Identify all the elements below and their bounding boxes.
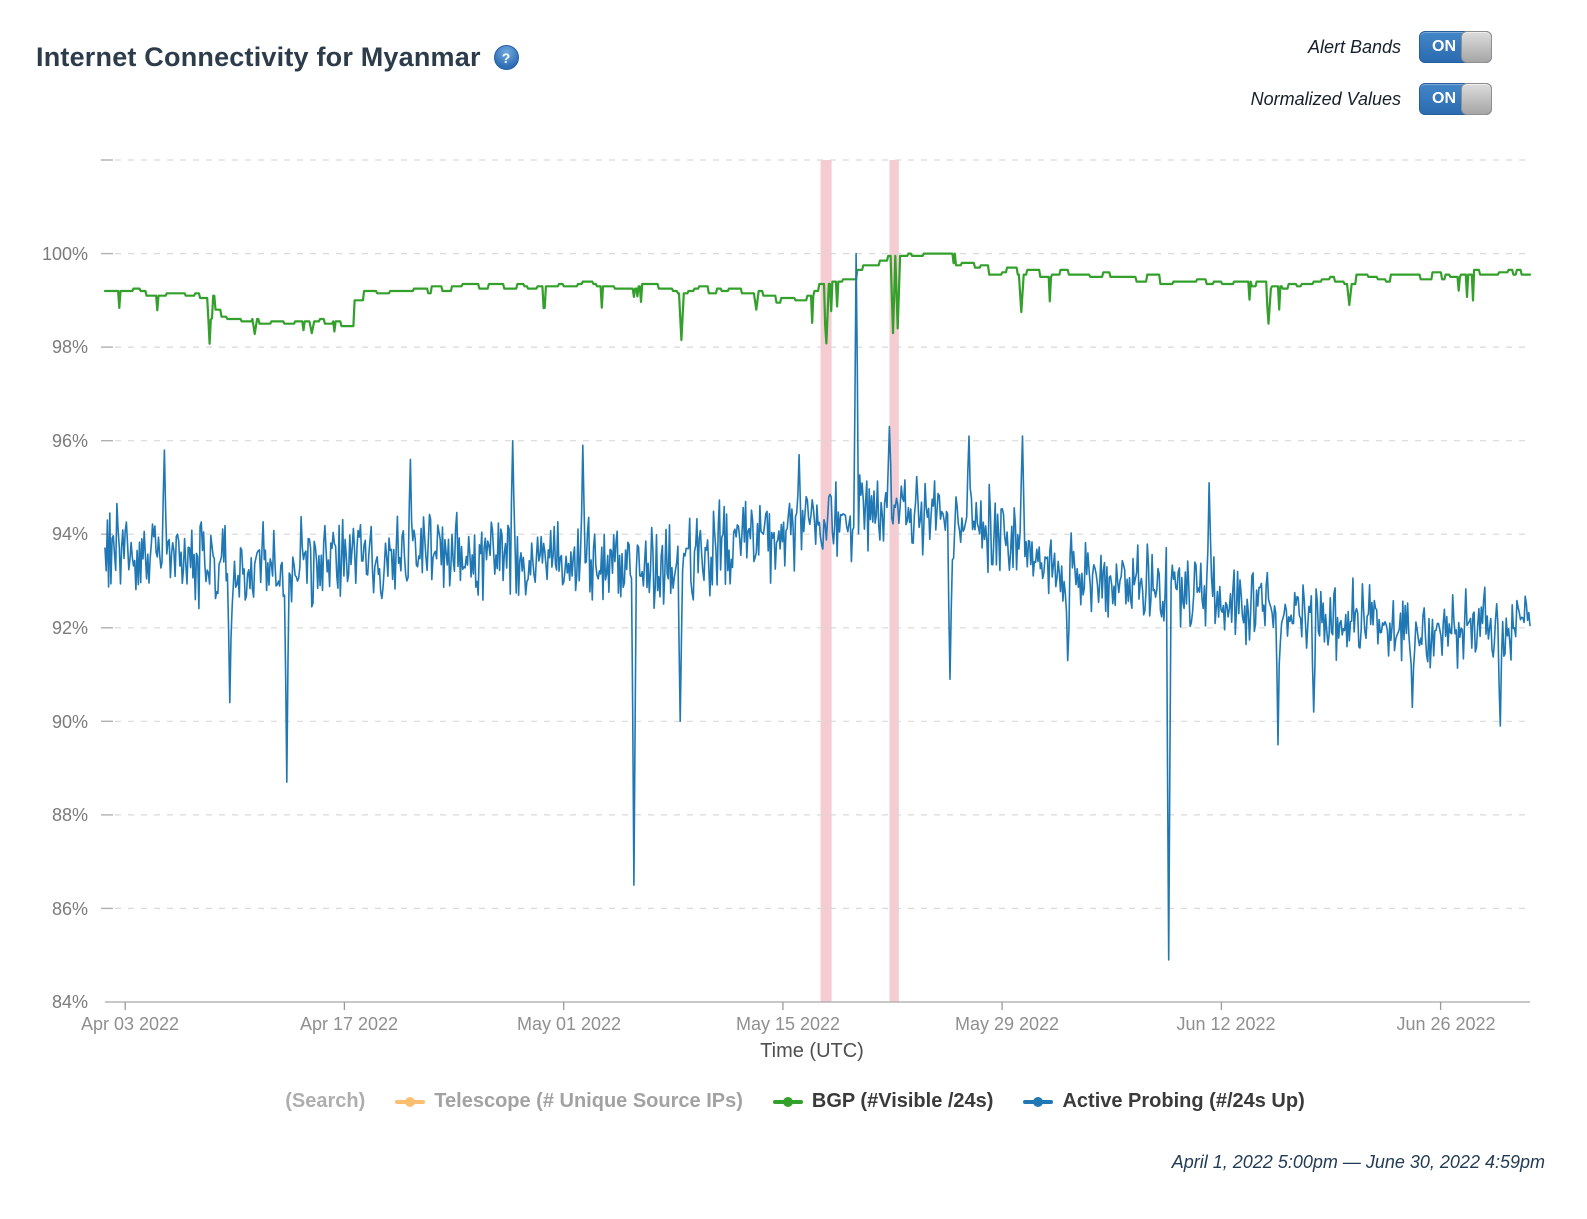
x-tick-label-may15: May 15 2022 xyxy=(735,1014,841,1034)
bgp-series-marker xyxy=(772,1096,803,1107)
legend-label-bgp: BGP (#Visible /24s) xyxy=(811,1090,994,1112)
legend-label-active-probing: Active Probing (#/24s Up) xyxy=(1062,1090,1305,1112)
y-tick-label-98: 98% xyxy=(51,337,88,357)
x-tick-label-jun26: Jun 26 2022 xyxy=(1396,1014,1496,1034)
legend-item-bgp[interactable]: BGP (#Visible /24s) xyxy=(772,1090,994,1113)
normalized-values-label: Normalized Values xyxy=(1250,88,1401,109)
y-tick-label-86: 86% xyxy=(51,899,88,919)
y-tick-label-100: 100% xyxy=(41,244,88,264)
alert-bands-toggle-knob[interactable] xyxy=(1461,31,1492,63)
y-tick-label-84: 84% xyxy=(51,992,88,1012)
page-title-text: Internet Connectivity for Myanmar xyxy=(36,42,481,72)
alert-bands-toggle[interactable]: ON xyxy=(1419,31,1492,63)
legend-search-link[interactable]: (Search) xyxy=(285,1090,366,1112)
normalized-values-toggle[interactable]: ON xyxy=(1419,83,1492,115)
legend-item-telescope[interactable]: Telescope (# Unique Source IPs) xyxy=(395,1090,743,1113)
active-probing-series-marker xyxy=(1023,1096,1054,1107)
chart-legend: (Search) Telescope (# Unique Source IPs)… xyxy=(80,1090,1510,1113)
y-tick-label-96: 96% xyxy=(51,431,88,451)
help-icon[interactable]: ? xyxy=(493,45,519,70)
normalized-values-toggle-knob[interactable] xyxy=(1461,83,1492,115)
x-tick-label-jun12: Jun 12 2022 xyxy=(1176,1014,1276,1034)
x-tick-label-apr03: Apr 03 2022 xyxy=(80,1014,180,1034)
alert-bands-control: Alert Bands ON xyxy=(1308,31,1492,63)
normalized-values-state: ON xyxy=(1432,90,1456,107)
x-axis-title: Time (UTC) xyxy=(760,1040,864,1062)
x-tick-label-may01: May 01 2022 xyxy=(516,1014,622,1034)
legend-item-active-probing[interactable]: Active Probing (#/24s Up) xyxy=(1023,1090,1305,1113)
y-tick-label-92: 92% xyxy=(51,618,88,638)
y-tick-label-94: 94% xyxy=(51,524,88,544)
x-tick-label-apr17: Apr 17 2022 xyxy=(299,1014,399,1034)
page-title: Internet Connectivity for Myanmar ? xyxy=(36,42,519,73)
legend-label-telescope: Telescope (# Unique Source IPs) xyxy=(434,1090,743,1112)
telescope-series-marker xyxy=(395,1096,426,1107)
alert-bands-label: Alert Bands xyxy=(1307,36,1401,57)
y-tick-label-88: 88% xyxy=(51,805,88,825)
alert-bands-group xyxy=(820,160,899,1002)
y-tick-label-90: 90% xyxy=(51,712,88,732)
date-range: April 1, 2022 5:00pm — June 30, 2022 4:5… xyxy=(1171,1152,1545,1172)
connectivity-chart-plot[interactable] xyxy=(0,140,1587,1060)
normalized-values-control: Normalized Values ON xyxy=(1251,83,1492,115)
active-probing-series-line xyxy=(104,252,1531,961)
bgp-series-line xyxy=(103,252,1532,345)
gridlines-group xyxy=(101,159,1530,1010)
x-tick-label-may29: May 29 2022 xyxy=(954,1014,1060,1034)
alert-bands-state: ON xyxy=(1432,38,1456,55)
